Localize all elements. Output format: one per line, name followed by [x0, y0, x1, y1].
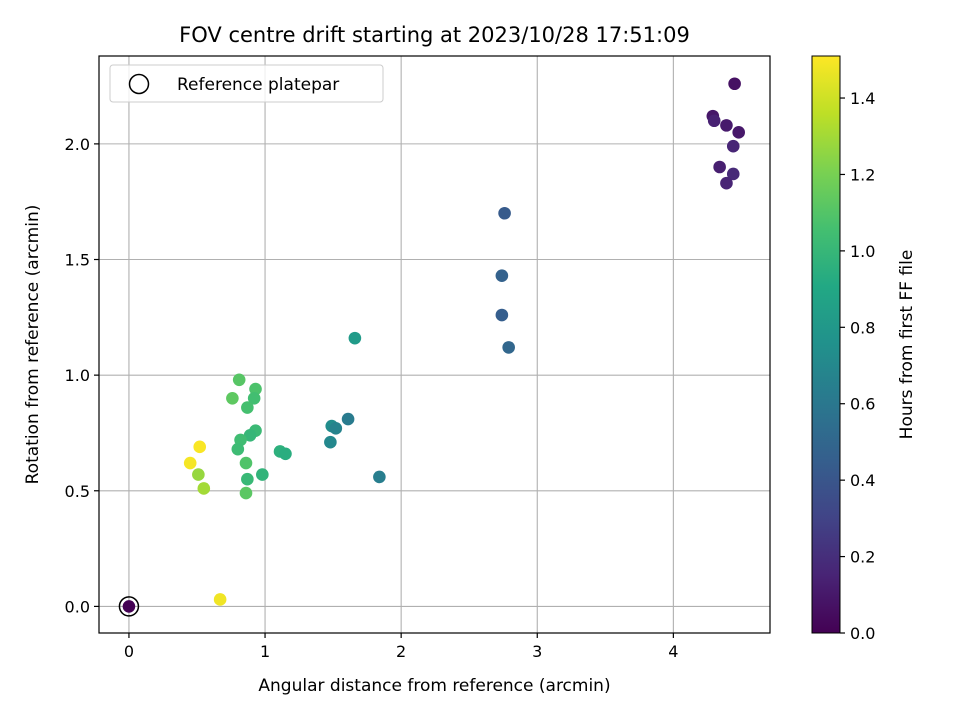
legend: Reference platepar: [109, 64, 384, 103]
y-tick-label: 0.5: [65, 482, 90, 501]
scatter-point: [329, 422, 343, 435]
scatter-point: [197, 482, 211, 495]
chart-title: FOV centre drift starting at 2023/10/28 …: [179, 23, 690, 47]
scatter-point: [495, 308, 509, 322]
scatter-point: [498, 206, 511, 220]
reference-marker-group: [118, 596, 140, 617]
scatter-point: [193, 440, 207, 454]
x-axis-label: Angular distance from reference (arcmin): [258, 676, 610, 696]
scatter-point: [732, 126, 745, 139]
data-points: [122, 77, 745, 613]
colorbar-tick-label: 1.4: [850, 89, 875, 108]
scatter-point: [122, 600, 136, 613]
plot-frame: [98, 55, 771, 634]
scatter-point: [247, 391, 261, 405]
colorbar-tick-label: 0.2: [850, 548, 875, 567]
x-tick-label: 4: [668, 642, 678, 661]
colorbar-tick-label: 1.2: [850, 165, 875, 184]
colorbar: [811, 55, 841, 634]
scatter-point: [241, 472, 254, 486]
x-tick-label: 2: [396, 642, 406, 661]
scatter-point: [373, 470, 386, 484]
scatter-point: [243, 428, 257, 442]
colorbar-tick-label: 1.0: [850, 242, 875, 261]
scatter-point: [239, 486, 253, 500]
scatter-point: [713, 160, 726, 174]
colorbar-label: Hours from first FF file: [897, 250, 917, 440]
x-tick-label: 1: [260, 642, 270, 661]
scatter-point: [256, 468, 269, 481]
grid-lines: [99, 56, 770, 633]
scatter-point: [183, 456, 197, 470]
legend-label: Reference platepar: [177, 75, 339, 95]
scatter-point: [720, 119, 733, 132]
y-tick-label: 1.0: [65, 366, 90, 385]
y-tick-label: 2.0: [65, 135, 90, 154]
scatter-point: [213, 593, 227, 606]
y-tick-label: 1.5: [65, 251, 90, 270]
scatter-point: [728, 77, 741, 91]
scatter-point: [726, 167, 740, 181]
colorbar-tick-label: 0.4: [850, 471, 875, 490]
y-axis-ticks: 0.0 0.5 1.0 1.5 2.0: [65, 135, 99, 616]
scatter-point: [192, 468, 205, 481]
y-axis-label: Rotation from reference (arcmin): [23, 205, 43, 485]
scatter-point: [324, 435, 337, 449]
colorbar-tick-label: 0.6: [850, 395, 875, 414]
scatter-point: [341, 412, 355, 426]
x-tick-label: 0: [124, 642, 134, 661]
scatter-point: [720, 176, 733, 190]
scatter-point: [226, 391, 239, 405]
scatter-point: [231, 442, 245, 456]
scatter-point: [348, 331, 362, 345]
scatter-point: [249, 382, 262, 396]
scatter-point: [707, 114, 721, 128]
reference-platepar-marker: [118, 596, 140, 617]
scatter-point: [232, 373, 246, 387]
scatter-point: [241, 401, 254, 414]
scatter-point: [239, 456, 253, 470]
scatter-point: [726, 139, 740, 153]
colorbar-tick-label: 0.8: [850, 318, 875, 337]
colorbar-ticks: 0.0 0.2 0.4 0.6 0.8 1.0 1.2 1.4: [840, 89, 875, 643]
legend-box: [109, 64, 384, 103]
scatter-point: [502, 341, 515, 354]
scatter-point: [279, 447, 292, 461]
x-tick-label: 3: [532, 642, 542, 661]
colorbar-tick-label: 0.0: [850, 624, 875, 643]
legend-reference-marker: [128, 73, 150, 95]
y-tick-label: 0.0: [65, 597, 90, 616]
scatter-point: [495, 269, 509, 282]
x-axis-ticks: 0 1 2 3 4: [124, 633, 678, 661]
